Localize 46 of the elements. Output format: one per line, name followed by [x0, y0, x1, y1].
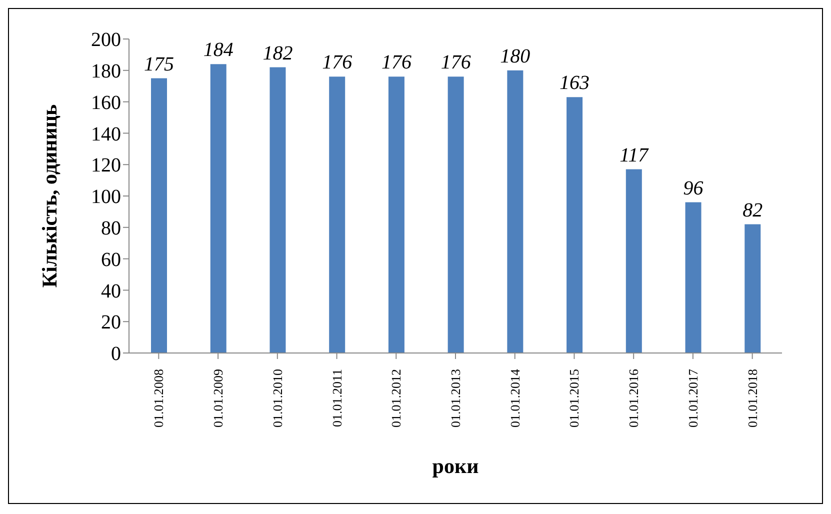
x-tick-label: 01.01.2012	[388, 369, 404, 428]
y-tick-label: 80	[101, 218, 121, 240]
bar	[685, 202, 702, 353]
x-axis-title: роки	[432, 454, 479, 478]
bar	[744, 224, 761, 353]
bar	[626, 169, 642, 353]
x-tick-label: 01.01.2017	[685, 368, 700, 428]
data-label: 176	[322, 52, 352, 74]
data-label: 175	[144, 53, 174, 76]
data-label: 176	[381, 52, 412, 74]
bar	[270, 67, 286, 353]
data-label: 117	[620, 144, 650, 166]
data-label: 180	[500, 45, 530, 68]
data-label: 176	[440, 52, 471, 74]
bar	[151, 78, 167, 353]
y-tick-label: 160	[91, 92, 121, 114]
x-tick-label: 01.01.2013	[448, 369, 463, 428]
y-tick-label: 180	[91, 60, 121, 82]
bar	[566, 97, 583, 353]
x-tick-label: 01.01.2018	[744, 369, 760, 428]
y-tick-label: 20	[101, 312, 121, 334]
y-tick-label: 0	[111, 343, 121, 366]
bar	[210, 64, 226, 353]
y-axis-title: Кількість, одиниць	[37, 104, 62, 288]
x-tick-label: 01.01.2015	[566, 369, 582, 428]
bar	[448, 76, 464, 353]
data-label: 96	[683, 177, 704, 200]
y-tick-label: 60	[101, 248, 121, 271]
y-tick-label: 40	[101, 280, 121, 302]
data-label: 163	[560, 72, 590, 94]
x-tick-label: 01.01.2016	[626, 368, 642, 428]
y-tick-label: 100	[91, 186, 121, 208]
y-tick-label: 120	[91, 154, 121, 177]
data-label: 82	[742, 199, 763, 222]
x-tick-label: 01.01.2011	[329, 369, 344, 428]
bar	[507, 70, 524, 353]
x-tick-label: 01.01.2014	[507, 368, 522, 428]
y-tick-label: 140	[91, 123, 121, 146]
bar	[329, 76, 346, 353]
x-tick-label: 01.01.2009	[210, 369, 226, 428]
x-tick-label: 01.01.2010	[270, 369, 285, 428]
y-tick-label: 200	[91, 29, 121, 52]
data-label: 182	[262, 42, 293, 64]
bar	[388, 76, 404, 353]
x-tick-label: 01.01.2008	[151, 369, 166, 428]
data-label: 184	[203, 39, 234, 62]
